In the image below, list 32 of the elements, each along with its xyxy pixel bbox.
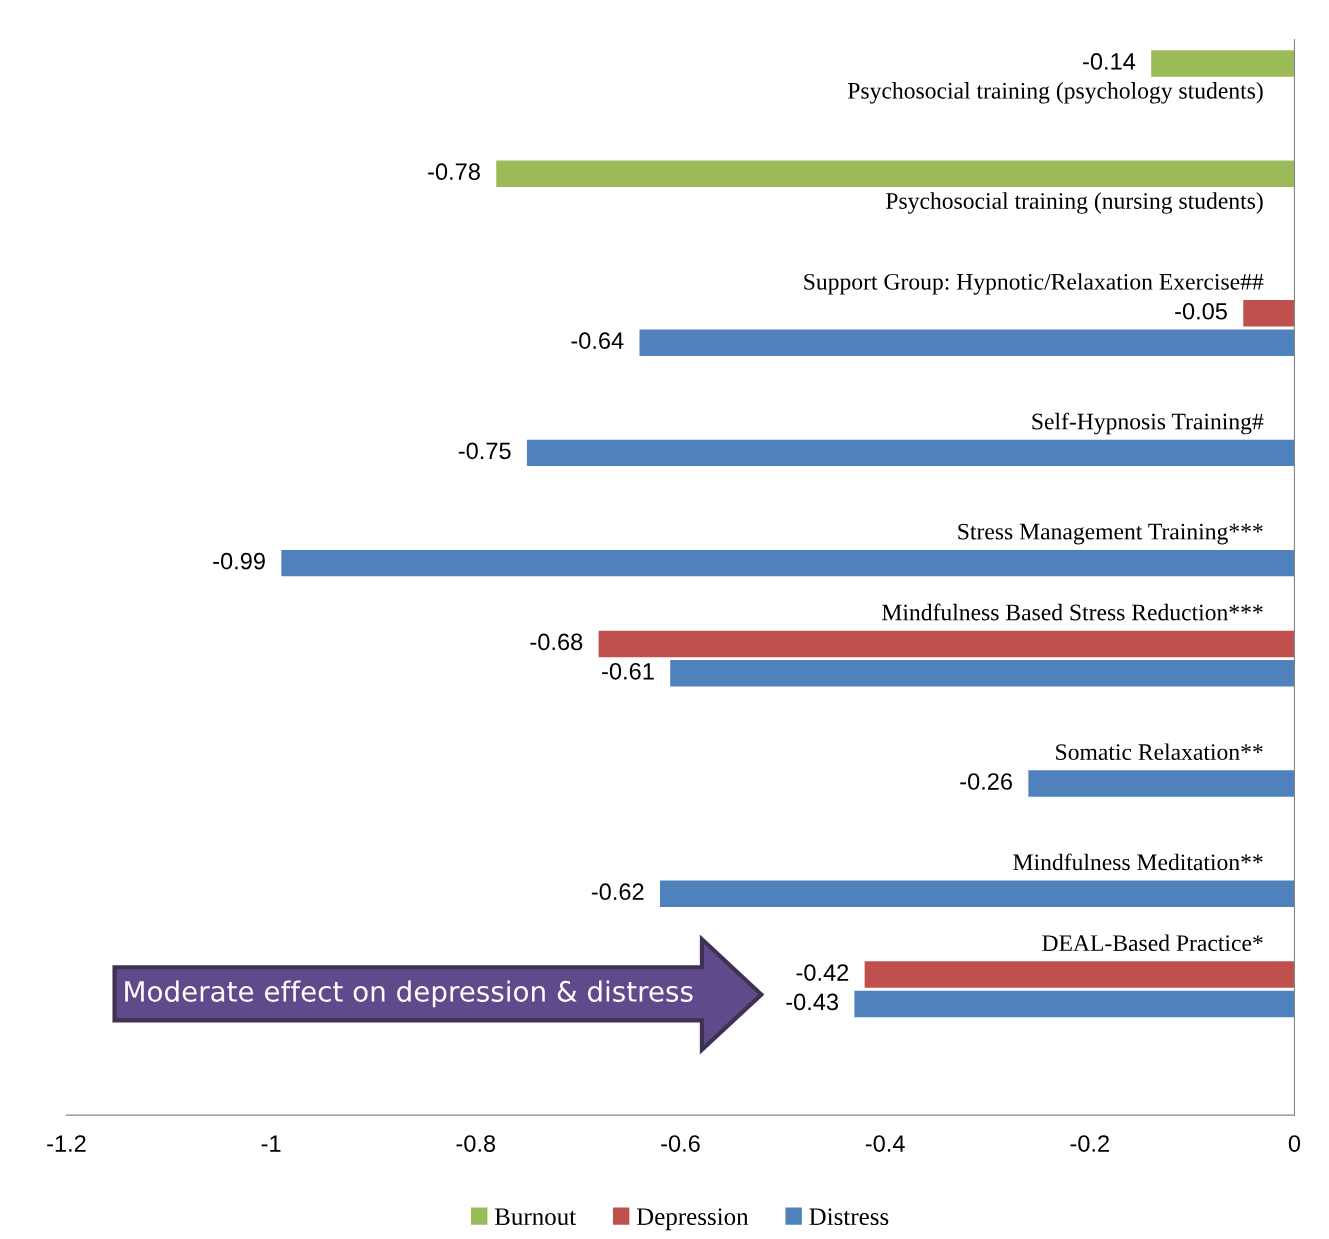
- x-tick-label: -1.2: [47, 1135, 86, 1152]
- data-label: -0.68: [530, 633, 583, 651]
- data-label: -0.62: [591, 883, 644, 901]
- data-label: -0.43: [786, 993, 839, 1011]
- data-label: -0.14: [1083, 53, 1136, 70]
- legend-label: Depression: [636, 1208, 749, 1231]
- data-label: -0.61: [602, 662, 654, 680]
- legend-label: Burnout: [494, 1208, 577, 1226]
- legend-label: Distress: [809, 1208, 889, 1226]
- x-tick-label: 0: [1288, 1135, 1301, 1152]
- x-tick-label: -0.4: [865, 1135, 905, 1152]
- annotation: Moderate effect on depression & distress: [125, 980, 693, 1008]
- y-tick-label: Stress Management Training***: [958, 523, 1263, 545]
- data-label: -0.78: [428, 163, 480, 181]
- y-tick-label: Mindfulness Meditation**: [1013, 853, 1263, 871]
- data-label: -0.26: [960, 773, 1012, 790]
- y-tick-label: Psychosocial training (psychology students): [848, 82, 1263, 104]
- x-tick-label: -1: [261, 1135, 281, 1152]
- y-tick-label: Mindfulness Based Stress Reduction***: [882, 603, 1263, 621]
- y-tick-label: Self-Hypnosis Training#: [1032, 412, 1264, 435]
- x-tick-label: -0.2: [1070, 1135, 1109, 1152]
- data-label: -0.75: [458, 442, 511, 460]
- data-label: -0.42: [796, 964, 849, 981]
- x-tick-label: -0.8: [456, 1135, 496, 1152]
- data-label: -0.64: [571, 332, 624, 350]
- y-tick-label: Psychosocial training (nursing students): [886, 192, 1263, 214]
- data-label: -0.99: [213, 552, 265, 570]
- y-tick-label: DEAL-Based Practice*: [1042, 934, 1263, 952]
- y-tick-label: Somatic Relaxation**: [1056, 743, 1263, 761]
- x-tick-label: -0.6: [661, 1135, 700, 1152]
- data-label: -0.05: [1175, 302, 1227, 320]
- y-tick-label: Support Group: Hypnotic/Relaxation Exercise##: [804, 273, 1264, 295]
